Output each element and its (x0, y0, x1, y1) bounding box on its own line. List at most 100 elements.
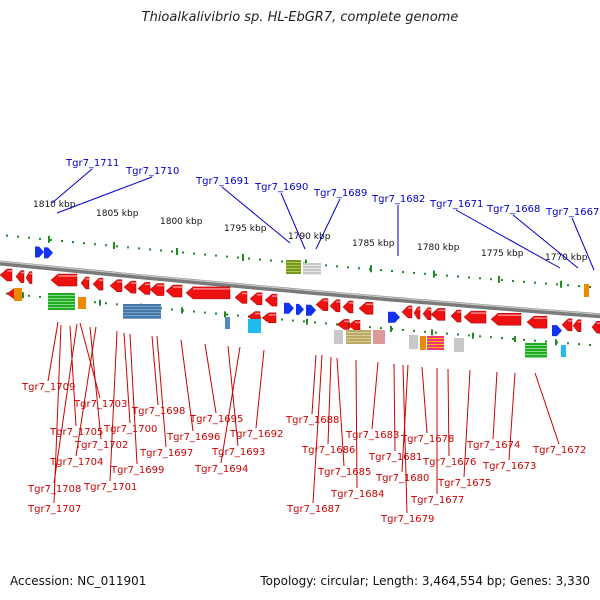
reverse-gene (0, 268, 13, 282)
bottom-gene-label: Tgr7_1693 (211, 447, 265, 458)
bottom-gene-label: Tgr7_1699 (110, 465, 164, 476)
ring-dot (468, 276, 470, 279)
ring-dot (380, 269, 382, 272)
lower-dot (226, 313, 228, 316)
lower-dot (413, 329, 415, 332)
reverse-gene (463, 310, 487, 324)
ring-major-tick (48, 235, 50, 243)
lower-dot (589, 343, 591, 346)
genome-axis (0, 260, 600, 319)
bottom-gene-label: Tgr7_1692 (229, 429, 283, 440)
reverse-gene (92, 277, 104, 291)
ring-dot (270, 259, 272, 262)
lower-dot (468, 334, 470, 337)
forward-gene (284, 302, 294, 314)
ring-major-tick (498, 275, 500, 283)
lower-dot (193, 310, 195, 313)
accession-text: Accession: NC_011901 (10, 574, 147, 588)
category-block-olive-stripe (286, 271, 301, 272)
ring-dot (204, 253, 206, 256)
ring-major-tick (433, 270, 435, 278)
category-block-magenta-stripe (427, 344, 444, 345)
bottom-label-leader (220, 346, 241, 464)
bottom-gene-label: Tgr7_1705 (49, 427, 103, 438)
top-gene-label: Tgr7_1690 (254, 182, 308, 193)
ring-dot (534, 281, 536, 284)
ring-dot (402, 270, 404, 273)
ring-dot (589, 285, 591, 288)
ring-dot (215, 254, 217, 257)
lower-dot (490, 336, 492, 339)
forward-gene (306, 304, 316, 316)
ring-dot (171, 250, 173, 253)
bottom-label-leader (534, 372, 560, 445)
bottom-label-leader (75, 326, 97, 457)
category-block-gray (454, 338, 464, 352)
scale-label: 1775 kbp (481, 249, 524, 259)
ring-dot (512, 279, 514, 282)
bottom-gene-label: Tgr7_1695 (189, 414, 243, 425)
lower-dot (171, 308, 173, 311)
ring-dot (281, 260, 283, 263)
lower-dot (369, 326, 371, 329)
top-label-leader (571, 217, 595, 271)
reverse-gene (315, 298, 329, 311)
category-block-tan-stripe (346, 341, 371, 342)
ring-dot (17, 235, 19, 238)
scale-label: 1780 kbp (417, 243, 460, 253)
reverse-gene (15, 270, 25, 283)
forward-gene (552, 325, 562, 337)
ring-dot (424, 272, 426, 275)
bottom-gene-label: Tgr7_1709 (21, 382, 75, 393)
lower-dot (479, 335, 481, 338)
bottom-label-leader (402, 364, 408, 514)
reverse-gene (422, 307, 432, 320)
lower-dot (446, 332, 448, 335)
reverse-gene (329, 299, 341, 313)
genome-title: Thioalkalivibrio sp. HL-EbGR7, complete … (141, 10, 459, 25)
bottom-gene-label: Tgr7_1677 (410, 495, 464, 506)
lower-tick (22, 292, 24, 299)
category-block-green-stripe (48, 298, 75, 299)
bottom-label-leader (255, 349, 265, 429)
category-block-steelblue-stripe (123, 312, 161, 313)
bottom-gene-label: Tgr7_1678 (400, 434, 454, 445)
category-block-olive-stripe (286, 268, 301, 269)
bottom-label-leader (89, 326, 102, 440)
scale-label: 1785 kbp (352, 239, 395, 249)
lower-dot (314, 321, 316, 324)
category-block-magenta-stripe (427, 347, 444, 348)
bottom-label-leader (129, 333, 138, 465)
category-block-gray-stripe (303, 265, 321, 266)
category-block-tan-stripe (346, 338, 371, 339)
bottom-gene-label: Tgr7_1696 (166, 432, 220, 443)
forward-gene (388, 311, 400, 323)
bottom-gene-label: Tgr7_1674 (466, 440, 520, 451)
bottom-label-leader (492, 371, 498, 440)
category-block-olive-stripe (286, 262, 301, 263)
lower-dot (28, 294, 30, 297)
category-block-pink (373, 330, 385, 344)
lower-dot (105, 302, 107, 305)
top-gene-label: Tgr7_1691 (195, 176, 249, 187)
lower-dot (435, 331, 437, 334)
ring-dot (578, 285, 580, 288)
category-block-gray (409, 335, 418, 349)
bottom-label-leader (79, 322, 101, 399)
lower-dot (292, 319, 294, 322)
bottom-label-leader (421, 366, 428, 434)
ring-dot (446, 274, 448, 277)
bottom-label-leader (53, 324, 62, 504)
reverse-gene (234, 291, 248, 304)
ring-dot (248, 257, 250, 260)
ring-dot (325, 264, 327, 267)
bottom-label-leader (327, 356, 332, 445)
ring-dot (6, 234, 8, 237)
lower-dot (116, 303, 118, 306)
lower-dot (512, 337, 514, 340)
ring-dot (138, 247, 140, 250)
reverse-gene (401, 305, 413, 319)
bottom-gene-label: Tgr7_1688 (285, 415, 339, 426)
category-block-olive (286, 260, 301, 274)
